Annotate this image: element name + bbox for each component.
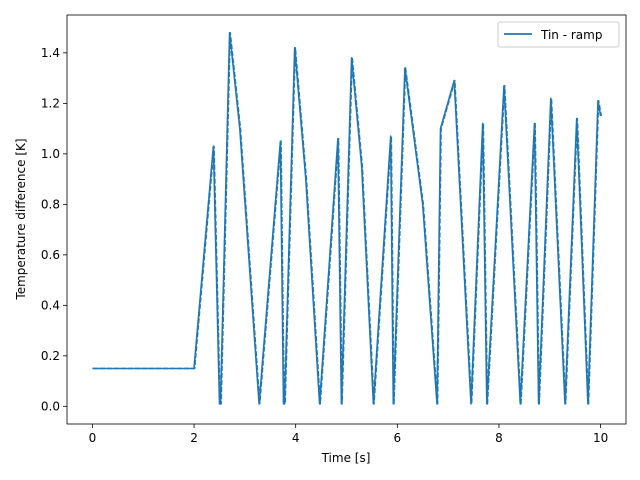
x-tick-label: 4 (292, 431, 300, 445)
y-tick-label: 0.6 (41, 248, 60, 262)
y-tick-label: 0.4 (41, 298, 60, 312)
x-axis: 0 2 4 6 8 10 (89, 424, 608, 445)
x-tick-label: 2 (190, 431, 198, 445)
y-tick-label: 1.0 (41, 147, 60, 161)
y-axis: 0.0 0.2 0.4 0.6 0.8 1.0 1.2 1.4 (41, 46, 67, 413)
legend-label: Tin - ramp (540, 28, 602, 42)
x-axis-label: Time [s] (321, 451, 371, 465)
x-tick-label: 8 (495, 431, 503, 445)
y-axis-label: Temperature difference [K] (14, 138, 28, 300)
y-tick-label: 0.8 (41, 197, 60, 211)
x-tick-label: 0 (89, 431, 97, 445)
y-tick-label: 0.0 (41, 399, 60, 413)
legend: Tin - ramp (497, 21, 620, 48)
x-tick-label: 10 (593, 431, 608, 445)
x-tick-label: 6 (393, 431, 401, 445)
y-tick-label: 0.2 (41, 349, 60, 363)
series-line-dashed-0 (93, 31, 602, 405)
legend-box (497, 21, 620, 48)
y-tick-label: 1.4 (41, 46, 60, 60)
series-layer (92, 31, 602, 405)
plot-frame (66, 14, 627, 425)
y-tick-label: 1.2 (41, 96, 60, 110)
